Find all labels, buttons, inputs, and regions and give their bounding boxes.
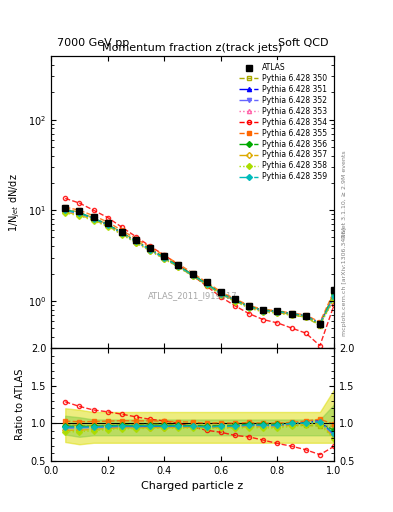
- X-axis label: Charged particle z: Charged particle z: [141, 481, 244, 491]
- Y-axis label: 1/N$_{jet}$ dN/dz: 1/N$_{jet}$ dN/dz: [8, 173, 22, 231]
- Text: Rivet 3.1.10, ≥ 2.9M events: Rivet 3.1.10, ≥ 2.9M events: [342, 151, 347, 239]
- Title: Momentum fraction z(track jets): Momentum fraction z(track jets): [103, 43, 283, 53]
- Text: 7000 GeV pp: 7000 GeV pp: [57, 37, 129, 48]
- Text: Soft QCD: Soft QCD: [278, 37, 329, 48]
- Text: mcplots.cern.ch [arXiv:1306.3436]: mcplots.cern.ch [arXiv:1306.3436]: [342, 227, 347, 336]
- Text: ATLAS_2011_I919017: ATLAS_2011_I919017: [148, 291, 237, 300]
- Legend: ATLAS, Pythia 6.428 350, Pythia 6.428 351, Pythia 6.428 352, Pythia 6.428 353, P: ATLAS, Pythia 6.428 350, Pythia 6.428 35…: [236, 60, 330, 184]
- Y-axis label: Ratio to ATLAS: Ratio to ATLAS: [15, 369, 25, 440]
